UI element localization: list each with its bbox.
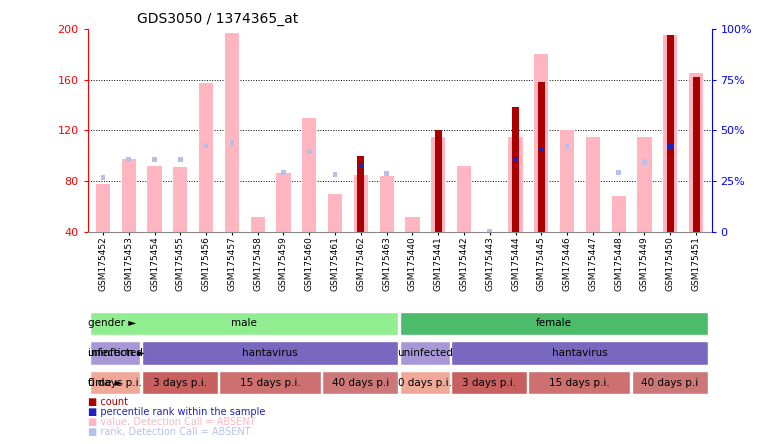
Bar (281, 170, 286, 174)
Bar (384, 171, 389, 176)
Bar (224, 33, 239, 232)
Bar (668, 144, 673, 149)
Bar (100, 174, 105, 180)
Bar (667, 35, 673, 232)
Bar (174, 167, 187, 232)
Bar (528, 371, 630, 394)
Text: GDS3050 / 1374365_at: GDS3050 / 1374365_at (138, 12, 298, 27)
Bar (539, 144, 543, 149)
Bar (358, 156, 365, 232)
Bar (358, 163, 363, 168)
Bar (90, 371, 140, 394)
Text: 0 days p.i.: 0 days p.i. (398, 378, 452, 388)
Bar (126, 157, 131, 162)
Bar (152, 157, 157, 162)
Bar (538, 82, 545, 232)
Bar (307, 149, 311, 155)
Bar (178, 157, 183, 162)
Text: 3 days p.i.: 3 days p.i. (153, 378, 207, 388)
Text: ■ percentile rank within the sample: ■ percentile rank within the sample (88, 407, 265, 417)
Text: uninfected: uninfected (88, 348, 143, 358)
Text: male: male (231, 318, 257, 328)
Bar (219, 371, 321, 394)
Text: 15 days p.i.: 15 days p.i. (240, 378, 301, 388)
Text: ■ count: ■ count (88, 396, 128, 407)
Bar (513, 153, 518, 158)
Bar (689, 73, 703, 232)
Text: 3 days p.i.: 3 days p.i. (462, 378, 516, 388)
Bar (663, 35, 677, 232)
Bar (276, 174, 291, 232)
Bar (199, 83, 213, 232)
Bar (122, 159, 136, 232)
Bar (513, 157, 518, 162)
Text: ■ value, Detection Call = ABSENT: ■ value, Detection Call = ABSENT (88, 417, 255, 427)
Bar (693, 77, 699, 232)
Bar (534, 54, 549, 232)
Bar (435, 131, 441, 232)
Bar (333, 172, 337, 177)
Text: gender ►: gender ► (88, 318, 136, 328)
Bar (328, 194, 342, 232)
Bar (380, 176, 393, 232)
Bar (96, 183, 110, 232)
Bar (539, 147, 543, 152)
Bar (560, 131, 575, 232)
Bar (457, 166, 471, 232)
Bar (354, 174, 368, 232)
Bar (612, 196, 626, 232)
Bar (406, 217, 419, 232)
Text: 40 days p.i: 40 days p.i (332, 378, 389, 388)
Bar (512, 107, 519, 232)
Text: infection ►: infection ► (88, 348, 145, 358)
Bar (204, 143, 209, 148)
Text: 15 days p.i.: 15 days p.i. (549, 378, 610, 388)
Text: 0 days p.i.: 0 days p.i. (88, 378, 142, 388)
Text: hantavirus: hantavirus (552, 348, 607, 358)
Bar (142, 341, 398, 365)
Bar (451, 341, 708, 365)
Bar (565, 144, 569, 149)
Bar (358, 163, 363, 168)
Bar (451, 371, 527, 394)
Bar (616, 170, 621, 174)
Bar (250, 217, 265, 232)
Bar (431, 137, 445, 232)
Bar (230, 140, 234, 146)
Bar (302, 118, 317, 232)
Text: ■ rank, Detection Call = ABSENT: ■ rank, Detection Call = ABSENT (88, 427, 250, 437)
Text: 40 days p.i: 40 days p.i (641, 378, 699, 388)
Bar (508, 137, 523, 232)
Text: time ►: time ► (88, 378, 123, 388)
Bar (322, 371, 398, 394)
Bar (642, 159, 647, 165)
Text: hantavirus: hantavirus (242, 348, 298, 358)
Bar (400, 312, 708, 335)
Bar (90, 341, 140, 365)
Bar (638, 137, 651, 232)
Bar (400, 371, 450, 394)
Bar (142, 371, 218, 394)
Text: female: female (536, 318, 572, 328)
Bar (632, 371, 708, 394)
Text: uninfected: uninfected (396, 348, 453, 358)
Bar (400, 341, 450, 365)
Bar (148, 166, 161, 232)
Bar (586, 137, 600, 232)
Bar (488, 229, 492, 234)
Bar (90, 312, 398, 335)
